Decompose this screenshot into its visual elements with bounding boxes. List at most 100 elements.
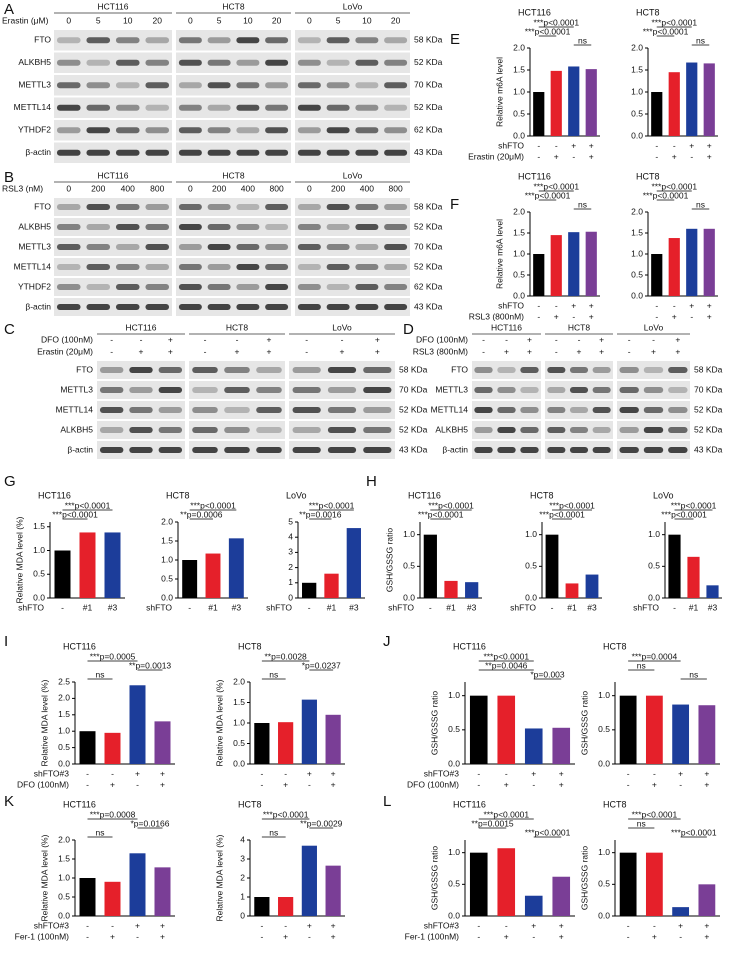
- blot-band: [265, 304, 289, 310]
- condition-label: DFO (100nM): [17, 779, 69, 789]
- blot-band: [384, 244, 408, 250]
- condition-value: #1: [83, 602, 93, 612]
- cell-line-label: HCT116: [125, 322, 156, 332]
- y-tick-label: 2.0: [513, 206, 525, 216]
- blot-band: [236, 304, 260, 310]
- significance-label: *p=0.003: [530, 669, 565, 679]
- blot-band: [384, 224, 408, 230]
- size-label: 52 KDa: [414, 102, 443, 112]
- y-tick-label: 1.0: [598, 690, 610, 700]
- blot-band: [569, 427, 589, 433]
- blot-strip: [472, 381, 541, 399]
- condition-value: -: [537, 311, 540, 321]
- condition-value: #3: [232, 602, 242, 612]
- blot-band: [145, 127, 170, 134]
- blot-band: [292, 367, 321, 373]
- blot-band: [265, 264, 289, 270]
- y-tick-label: 0.0: [161, 592, 173, 602]
- significance-label: ***p<0.0001: [190, 500, 236, 510]
- size-label: 70 KDa: [414, 241, 443, 251]
- blot-strip: [295, 278, 410, 296]
- lane-label: +: [168, 346, 173, 356]
- blot-band: [592, 367, 611, 373]
- blot-band: [86, 204, 111, 210]
- condition-value: +: [704, 779, 709, 789]
- treatment-label: DFO (100nM): [41, 334, 93, 344]
- protein-label: YTHDF2: [18, 125, 51, 135]
- condition-label: Fer-1 (100nM): [405, 931, 459, 941]
- blot-band: [99, 427, 124, 433]
- lane-label: 0: [188, 183, 193, 193]
- y-tick-label: 1: [240, 891, 245, 901]
- condition-value: +: [504, 779, 509, 789]
- y-tick-label: 0.5: [648, 561, 660, 571]
- condition-value: +: [554, 151, 559, 161]
- bar: [524, 895, 543, 916]
- blot-band: [178, 104, 202, 111]
- size-label: 52 KDa: [694, 404, 723, 414]
- bar: [524, 728, 543, 764]
- blot-band: [619, 407, 639, 413]
- blot-strip: [295, 120, 410, 141]
- y-axis-label: GSH/GSSG ratio: [579, 691, 589, 756]
- lane-label: 200: [212, 183, 226, 193]
- blot-band: [497, 407, 516, 413]
- significance-label: ***p<0.0001: [263, 809, 309, 819]
- blot-band: [145, 59, 170, 66]
- blot-band: [207, 284, 231, 290]
- y-tick-label: 0.5: [525, 561, 537, 571]
- lane-label: +: [375, 346, 380, 356]
- y-tick-label: 0.5: [58, 891, 70, 901]
- blot-band: [592, 407, 611, 413]
- y-tick-label: 3: [240, 853, 245, 863]
- y-tick-label: 1.0: [58, 872, 70, 882]
- condition-value: +: [571, 300, 576, 310]
- blot-band: [384, 37, 408, 44]
- blot-band: [384, 284, 408, 290]
- blot-strip: [54, 142, 172, 163]
- blot-band: [355, 59, 379, 66]
- panel-letter: C: [4, 321, 15, 338]
- condition-value: +: [554, 311, 559, 321]
- blot-band: [224, 447, 250, 453]
- y-tick-label: 1.0: [648, 529, 660, 539]
- blot-band: [547, 387, 566, 393]
- condition-value: +: [504, 931, 509, 941]
- blot-band: [355, 104, 379, 111]
- lane-label: +: [675, 346, 680, 356]
- significance-label: **p=0.0006: [180, 509, 223, 519]
- bar: [550, 235, 562, 296]
- blot-band: [178, 304, 202, 310]
- blot-band: [236, 284, 260, 290]
- blot-band: [99, 387, 124, 393]
- blot-band: [297, 284, 321, 290]
- lane-label: -: [110, 346, 113, 356]
- condition-value: +: [160, 931, 165, 941]
- bar: [568, 232, 580, 296]
- lane-label: +: [527, 334, 532, 344]
- condition-value: +: [589, 151, 594, 161]
- condition-value: +: [331, 931, 336, 941]
- lane-label: -: [341, 334, 344, 344]
- panel-letter: E: [450, 31, 460, 48]
- condition-value: +: [559, 779, 564, 789]
- significance-label: **p=0.0016: [299, 509, 342, 519]
- blot-strip: [295, 238, 410, 256]
- blot-strip: [176, 97, 291, 118]
- condition-value: -: [655, 311, 658, 321]
- blot-band: [327, 407, 357, 413]
- condition-value: +: [589, 311, 594, 321]
- blot-band: [86, 59, 111, 66]
- bar: [585, 574, 599, 598]
- y-tick-label: 1.5: [233, 697, 245, 707]
- bar: [325, 714, 341, 764]
- panel-letter: H: [366, 473, 377, 490]
- blot-strip: [54, 52, 172, 73]
- bar: [444, 580, 458, 598]
- blot-band: [145, 304, 170, 310]
- y-tick-label: 0: [240, 910, 245, 920]
- blot-band: [355, 127, 379, 134]
- condition-value: -: [679, 931, 682, 941]
- panel-letter: L: [383, 793, 391, 810]
- blot-band: [86, 244, 111, 250]
